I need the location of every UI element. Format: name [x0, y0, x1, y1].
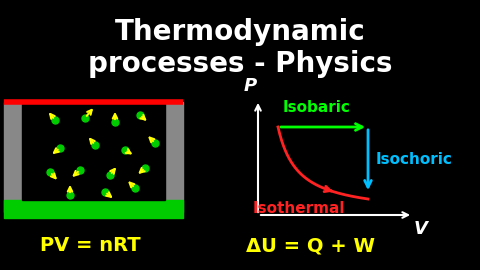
Text: Isochoric: Isochoric [376, 153, 453, 167]
Text: Thermodynamic: Thermodynamic [115, 18, 365, 46]
Bar [22, 102, 165, 200]
Text: V: V [414, 220, 428, 238]
Text: Isothermal: Isothermal [253, 201, 346, 216]
Bar [165, 102, 183, 212]
Bar [4, 102, 22, 212]
Text: P: P [243, 77, 257, 95]
Bar [4, 200, 183, 218]
Text: PV = nRT: PV = nRT [40, 236, 140, 255]
Text: Isobaric: Isobaric [283, 100, 351, 115]
Text: processes - Physics: processes - Physics [88, 50, 392, 78]
Text: ΔU = Q + W: ΔU = Q + W [245, 236, 374, 255]
